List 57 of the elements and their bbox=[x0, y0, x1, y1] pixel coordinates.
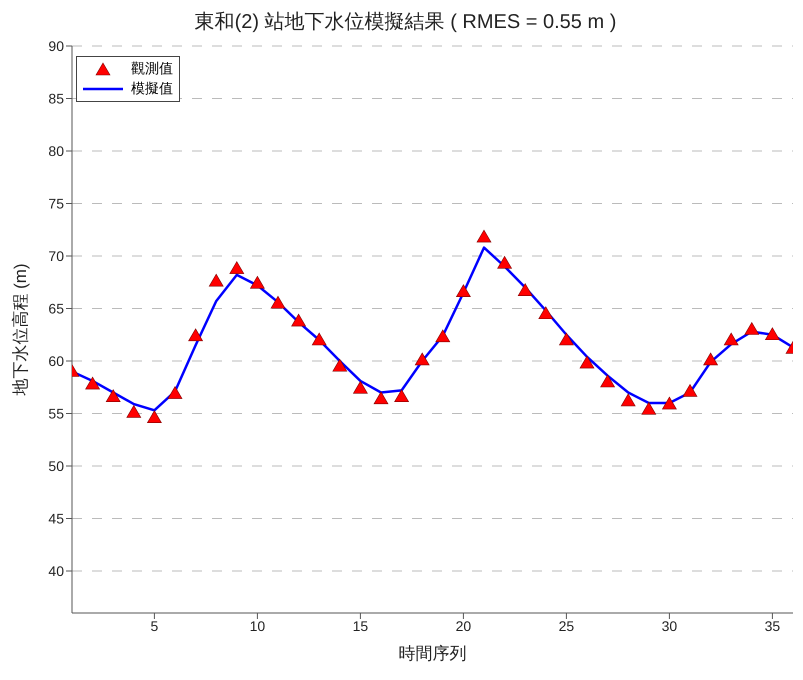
point bbox=[85, 376, 100, 390]
point bbox=[436, 330, 450, 342]
point bbox=[250, 276, 265, 289]
point bbox=[600, 374, 615, 388]
x-tick-label: 25 bbox=[558, 618, 574, 634]
y-axis-title: 地下水位高程 (m) bbox=[11, 263, 30, 397]
y-tick-label: 55 bbox=[48, 405, 64, 422]
point bbox=[394, 389, 409, 402]
point bbox=[312, 332, 326, 346]
point bbox=[188, 328, 203, 342]
x-tick-label: 15 bbox=[352, 618, 368, 634]
point bbox=[580, 356, 594, 368]
x-tick-label: 20 bbox=[456, 618, 472, 634]
x-tick-label: 35 bbox=[764, 618, 780, 634]
point bbox=[497, 256, 512, 269]
y-tick-label: 80 bbox=[48, 142, 64, 159]
point bbox=[559, 332, 574, 346]
point bbox=[703, 352, 718, 366]
point bbox=[682, 384, 698, 397]
y-tick-label: 85 bbox=[48, 90, 64, 106]
point bbox=[662, 396, 677, 410]
point bbox=[456, 284, 471, 297]
point bbox=[126, 405, 142, 418]
point bbox=[538, 306, 554, 320]
point bbox=[291, 314, 306, 326]
point bbox=[332, 358, 348, 372]
point bbox=[270, 296, 286, 309]
legend-label: 觀測值 bbox=[131, 60, 173, 78]
y-tick-label: 45 bbox=[48, 510, 64, 526]
point bbox=[147, 410, 162, 423]
point bbox=[476, 230, 492, 242]
point bbox=[642, 402, 656, 415]
point bbox=[724, 332, 738, 346]
x-axis-title: 時間序列 bbox=[398, 644, 466, 664]
y-tick-label: 90 bbox=[48, 38, 64, 54]
point bbox=[208, 274, 224, 286]
y-tick-label: 60 bbox=[48, 352, 64, 369]
y-tick-label: 65 bbox=[48, 300, 64, 316]
point bbox=[620, 394, 636, 406]
y-tick-label: 50 bbox=[48, 458, 64, 474]
point bbox=[168, 386, 182, 399]
legend-label: 模擬值 bbox=[131, 80, 173, 98]
point bbox=[414, 352, 430, 366]
chart-title: 東和(2) 站地下水位模擬結果 ( RMES = 0.55 m ) bbox=[194, 10, 618, 35]
point bbox=[353, 381, 368, 394]
x-tick-label: 10 bbox=[250, 618, 266, 634]
x-tick-label: 5 bbox=[150, 618, 158, 634]
y-tick-label: 70 bbox=[48, 248, 64, 264]
point bbox=[744, 322, 760, 335]
y-tick-label: 75 bbox=[48, 195, 64, 212]
point bbox=[106, 389, 120, 402]
y-tick-label: 40 bbox=[48, 562, 64, 579]
point bbox=[765, 327, 780, 340]
x-tick-label: 30 bbox=[662, 618, 678, 634]
point bbox=[230, 261, 244, 274]
point bbox=[374, 392, 388, 404]
point bbox=[518, 283, 532, 296]
